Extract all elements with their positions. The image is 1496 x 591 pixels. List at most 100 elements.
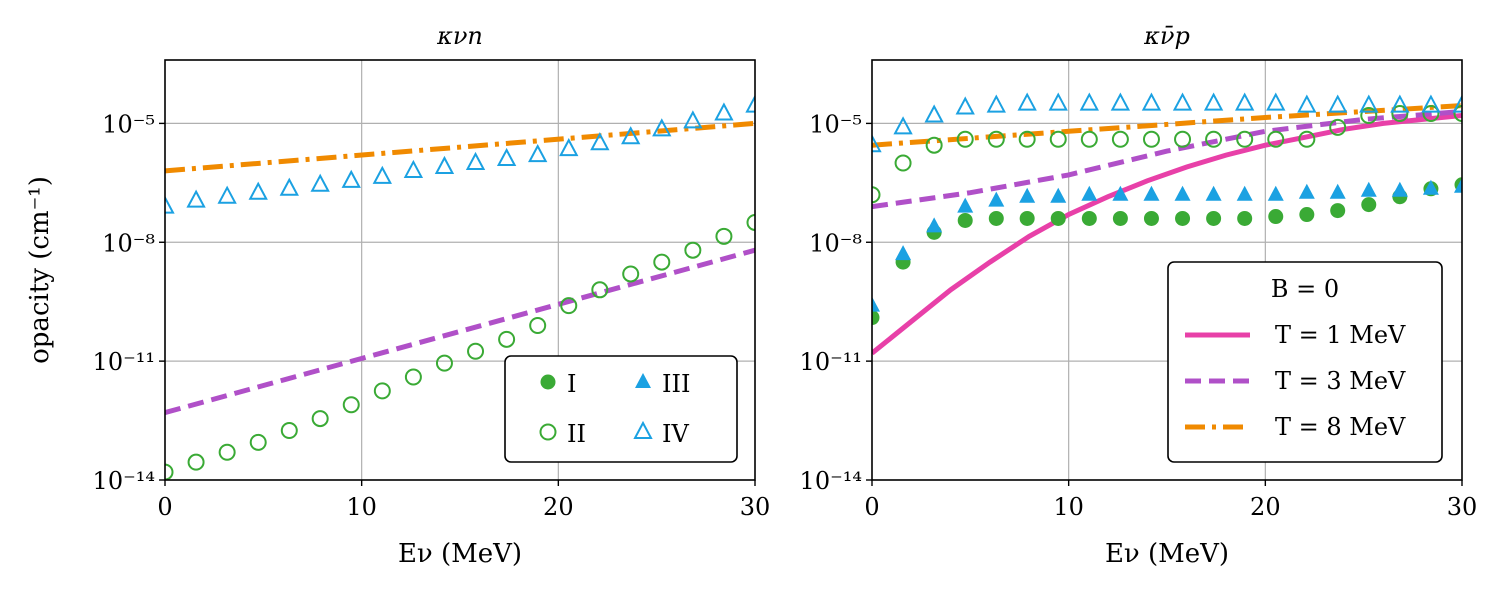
- data-point: [1297, 94, 1317, 113]
- y-tick-label: 10⁻⁸: [102, 229, 155, 257]
- data-point: [987, 130, 1005, 148]
- data-point: [926, 217, 943, 233]
- legend-label: I: [567, 370, 576, 398]
- data-point: [310, 173, 330, 192]
- data-point: [1328, 94, 1348, 113]
- data-point: [1049, 130, 1067, 148]
- series-line: [165, 247, 755, 416]
- data-point: [311, 410, 329, 428]
- series-line: [872, 109, 1462, 210]
- data-point: [1112, 185, 1129, 201]
- data-point: [528, 143, 548, 163]
- data-point: [895, 245, 912, 261]
- legend-label: T = 8 MeV: [1275, 413, 1406, 441]
- data-point: [1454, 177, 1462, 193]
- data-point: [435, 354, 453, 372]
- x-tick-label: 30: [740, 493, 771, 521]
- series-line: [165, 120, 755, 174]
- y-tick-label: 10⁻¹¹: [93, 348, 155, 376]
- y-tick-label: 10⁻⁵: [809, 110, 862, 138]
- left-plot-title: κνn: [436, 22, 483, 50]
- data-point: [1111, 130, 1129, 148]
- data-point: [1236, 130, 1254, 148]
- data-point: [1330, 203, 1346, 219]
- data-point: [1174, 130, 1192, 148]
- data-point: [1142, 130, 1160, 148]
- data-point: [924, 104, 944, 123]
- data-point: [746, 213, 755, 231]
- data-point: [1268, 209, 1284, 225]
- data-point: [165, 463, 174, 480]
- legend: B = 0 T = 1 MeV T = 3 MeV T = 8 MeV: [1167, 261, 1443, 463]
- data-point: [1391, 104, 1409, 122]
- data-point: [1391, 181, 1408, 197]
- left-x-axis-label: Eν (MeV): [398, 539, 522, 569]
- data-point: [1050, 187, 1067, 203]
- legend-label: III: [662, 370, 690, 398]
- data-point: [434, 155, 455, 174]
- data-point: [467, 342, 485, 360]
- data-point: [1453, 104, 1462, 122]
- legend-label: T = 1 MeV: [1275, 321, 1406, 349]
- right-plot-panel: κν̄p Eν (MeV) 0 10 20 30 10⁻¹⁴ 10⁻¹¹ 10⁻⁸ 10⁻⁵ B…: [800, 22, 1478, 569]
- data-point: [590, 132, 610, 151]
- data-point: [1080, 130, 1098, 148]
- data-point: [872, 134, 882, 153]
- legend-title: B = 0: [1271, 275, 1339, 303]
- data-point: [559, 138, 579, 157]
- data-point: [1329, 118, 1347, 136]
- data-point: [498, 330, 516, 348]
- data-point: [279, 177, 299, 196]
- y-tick-label: 10⁻¹⁴: [93, 467, 155, 495]
- y-tick-label: 10⁻¹¹: [800, 348, 862, 376]
- data-point: [1206, 210, 1222, 226]
- data-point: [218, 443, 236, 461]
- data-point: [1361, 197, 1377, 213]
- data-point: [1143, 210, 1159, 226]
- right-x-axis-label: Eν (MeV): [1105, 539, 1229, 569]
- y-tick-label: 10⁻⁸: [809, 229, 862, 257]
- data-point: [1359, 94, 1379, 113]
- data-point: [1422, 104, 1440, 122]
- y-tick-label: 10⁻⁵: [102, 110, 155, 138]
- data-point: [1048, 92, 1068, 111]
- legend-marker: [539, 423, 557, 441]
- data-point: [1267, 130, 1285, 148]
- legend-label: IV: [662, 420, 689, 448]
- data-point: [1452, 94, 1462, 113]
- data-point: [745, 94, 755, 113]
- data-point: [894, 154, 912, 172]
- series-line: [872, 103, 1462, 148]
- data-point: [872, 296, 880, 312]
- data-point: [1360, 106, 1378, 124]
- data-point: [280, 421, 298, 439]
- data-point: [956, 130, 974, 148]
- data-point: [187, 453, 205, 471]
- data-point: [1143, 185, 1160, 201]
- data-point: [652, 118, 672, 137]
- data-point: [1112, 210, 1128, 226]
- data-point: [591, 281, 609, 299]
- data-point: [622, 265, 640, 283]
- data-point: [715, 227, 733, 245]
- data-point: [1422, 179, 1439, 195]
- data-point: [988, 191, 1005, 207]
- data-point: [893, 116, 913, 135]
- data-point: [496, 147, 517, 167]
- data-point: [1329, 183, 1346, 199]
- data-point: [714, 102, 734, 121]
- data-point: [1298, 130, 1316, 148]
- data-point: [372, 165, 392, 184]
- legend-box: [504, 355, 738, 463]
- legend-marker: [540, 374, 556, 390]
- data-point: [217, 185, 237, 204]
- x-tick-label: 0: [864, 493, 879, 521]
- data-point: [986, 94, 1006, 113]
- x-tick-label: 10: [346, 493, 377, 521]
- legend-box: [1167, 261, 1443, 463]
- data-point: [1172, 92, 1193, 111]
- data-point: [341, 169, 361, 188]
- data-point: [872, 186, 881, 204]
- data-point: [465, 151, 486, 171]
- data-point: [1203, 92, 1224, 111]
